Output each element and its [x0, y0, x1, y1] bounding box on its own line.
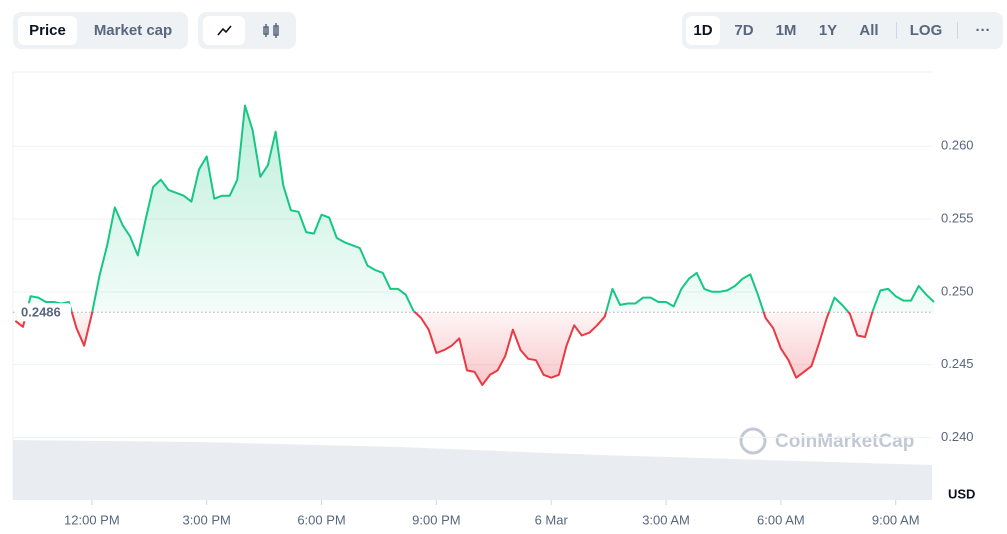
log-button[interactable]: LOG	[909, 22, 943, 39]
volume-area	[13, 440, 932, 500]
range-button[interactable]: 1M	[775, 22, 797, 39]
market-cap-button[interactable]: Market cap	[93, 22, 173, 39]
price-button[interactable]: Price	[18, 16, 77, 45]
x-tick-label: 6:00 AM	[757, 512, 805, 527]
range-button[interactable]: All	[859, 22, 879, 39]
line-style-button[interactable]	[203, 16, 245, 45]
x-tick-label: 9:00 AM	[872, 512, 920, 527]
chart-style-toggle	[198, 12, 296, 49]
range-button[interactable]: 1D	[686, 16, 720, 45]
x-tick-label: 12:00 PM	[64, 512, 120, 527]
y-tick-label: 0.260	[941, 138, 974, 153]
watermark-logo	[739, 427, 767, 455]
baseline-label-bg	[17, 303, 71, 322]
baseline-label: 0.2486	[21, 305, 61, 320]
x-tick-label: 6:00 PM	[297, 512, 345, 527]
x-tick-label: 6 Mar	[535, 512, 569, 527]
more-button[interactable]: ···	[975, 22, 991, 39]
candle-icon	[263, 23, 279, 38]
x-tick-label: 3:00 PM	[182, 512, 230, 527]
metric-toggle: Price Market cap	[13, 12, 188, 49]
separator	[957, 22, 958, 39]
watermark: CoinMarketCap	[739, 427, 914, 455]
x-tick-label: 3:00 AM	[642, 512, 690, 527]
line-icon	[217, 25, 232, 36]
range-button[interactable]: 1Y	[818, 22, 838, 39]
watermark-text: CoinMarketCap	[775, 431, 914, 452]
candle-style-button[interactable]	[250, 16, 292, 45]
price-line	[14, 104, 935, 386]
range-button[interactable]: 7D	[734, 22, 754, 39]
area	[15, 105, 935, 385]
unit-label: USD	[948, 486, 975, 501]
range-toggle: 1D 7D 1M 1Y All LOG ···	[682, 12, 1003, 49]
x-tick-label: 9:00 PM	[412, 512, 460, 527]
y-tick-label: 0.245	[941, 356, 974, 371]
separator	[896, 22, 897, 39]
y-tick-label: 0.250	[941, 283, 974, 298]
y-tick-label: 0.240	[941, 429, 974, 444]
y-tick-label: 0.255	[941, 210, 974, 225]
